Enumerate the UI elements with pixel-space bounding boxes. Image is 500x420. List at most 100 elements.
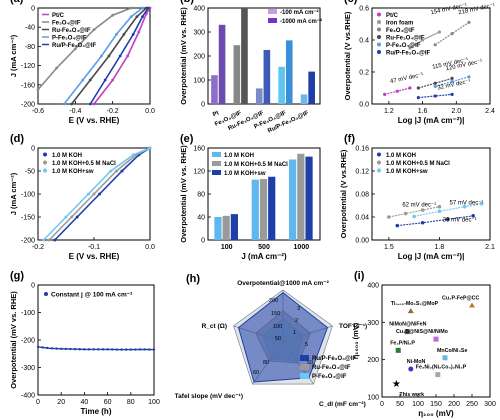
x-axis-label: E (V vs. RHE) xyxy=(69,116,120,125)
y-tick-label: -150 xyxy=(21,215,35,222)
data-point xyxy=(103,78,107,82)
radar-scale-label: 100 xyxy=(273,324,282,330)
data-point xyxy=(146,6,150,10)
y-axis-label: J (mA cm⁻²) xyxy=(9,34,18,77)
panel-label: (h) xyxy=(186,273,200,285)
y-tick-label: 300 xyxy=(193,30,205,37)
bar xyxy=(211,75,218,104)
bar xyxy=(222,215,230,240)
data-point xyxy=(387,215,391,219)
data-point xyxy=(118,54,122,58)
point-label: MnCo/Ni₃Se xyxy=(437,348,467,354)
y-tick-label: 160 xyxy=(193,146,205,153)
category-label: 100 xyxy=(221,244,233,251)
legend-entry: Pt/C xyxy=(52,13,65,19)
legend-swatch xyxy=(212,161,221,166)
data-point xyxy=(100,54,103,58)
panel-c: (c) 0.0 0.2 0.4 0.6 1.2 1.6 2.0 2.4 Log |J (mA cm… xyxy=(343,0,496,125)
plot-frame xyxy=(37,284,155,396)
data-point xyxy=(73,347,77,351)
data-point xyxy=(115,348,119,351)
legend-entry: P-Fe₃O₄@IF xyxy=(52,36,87,42)
data-point xyxy=(120,169,124,173)
x-axis-label: Log |J (mA cm⁻²)| xyxy=(398,116,465,125)
data-point xyxy=(148,348,151,351)
panel-label: (g) xyxy=(10,270,24,282)
x-tick-label: 100 xyxy=(148,399,160,406)
y-tick-label: 300 xyxy=(367,320,379,327)
data-point xyxy=(86,192,90,196)
legend-entry: 1.0 M KOH+0.5 M NaCl xyxy=(224,162,288,168)
bar xyxy=(305,156,313,240)
data-point xyxy=(98,192,102,196)
data-point xyxy=(446,217,450,222)
radar-scale-label: 50 xyxy=(275,336,281,342)
category-label: Pt xyxy=(212,110,220,118)
point-label: Ti₀.₀₅-Mo₂S₃@MoP xyxy=(391,301,439,307)
fit-line xyxy=(388,206,440,218)
data-point xyxy=(107,54,111,58)
legend-entry: Ru-Fe₃O₄@IF xyxy=(312,365,351,371)
data-point xyxy=(92,192,96,196)
data-point xyxy=(395,89,399,93)
y-tick-label: 0 xyxy=(31,146,35,153)
data-point xyxy=(70,102,73,106)
legend-entry: 1.0 M KOH xyxy=(52,153,82,159)
bar xyxy=(285,40,293,104)
series-line-4 xyxy=(89,7,149,105)
legend-swatch xyxy=(300,364,309,370)
y-tick-label: 0.04 xyxy=(355,215,369,222)
y-axis-label: J (mA cm⁻²) xyxy=(9,172,18,215)
data-point xyxy=(131,153,135,157)
y-tick-label: 400 xyxy=(367,283,379,290)
legend-entry: -1000 mA cm⁻² xyxy=(280,18,322,25)
x-axis-label: J (mA cm⁻²) xyxy=(241,252,287,261)
legend-entry: Ru/P-Fe₃O₄@IF xyxy=(312,356,356,362)
legend-marker xyxy=(377,152,381,157)
panel-i: (i) 100 200 300 400 0 50 100 150 200 250 300 η₁₀₀ (m… xyxy=(351,270,496,418)
y-tick-label: -40 xyxy=(25,25,35,32)
series-line-0 xyxy=(54,147,151,241)
x-tick-label: 2.4 xyxy=(485,108,495,115)
data-point xyxy=(437,209,442,214)
y-tick-label: 0.0 xyxy=(359,102,369,109)
y-tick-label: -100 xyxy=(21,310,35,317)
data-point xyxy=(47,238,51,242)
panel-label: (i) xyxy=(354,270,365,282)
panel-label: (a) xyxy=(10,0,24,5)
radar-scale-label: 5 xyxy=(305,342,308,348)
data-point xyxy=(88,78,92,82)
y-axis-label: Overpotential (V vs.RHE) xyxy=(339,149,348,238)
radar-scale-label: 150 xyxy=(271,311,280,317)
data-point xyxy=(469,302,475,308)
radar-scale-label: 1 xyxy=(293,330,296,336)
data-point xyxy=(420,38,425,42)
y-tick-label: 0 xyxy=(31,283,35,290)
bar xyxy=(308,71,315,104)
legend-swatch xyxy=(212,170,221,175)
y-tick-label: 200 xyxy=(367,357,379,364)
legend-entry: Iron foam xyxy=(386,21,413,27)
x-tick-label: 0.0 xyxy=(145,108,155,115)
y-tick-label: -160 xyxy=(21,82,35,89)
data-point xyxy=(129,348,132,351)
slope-annotation: 57 mV dec⁻¹ xyxy=(450,200,484,206)
legend-entry: 1.0 M KOH+0.5 M NaCl xyxy=(386,161,450,167)
legend-swatch xyxy=(300,355,309,361)
x-tick-label: 1.6 xyxy=(418,108,428,115)
y-tick-label: 0.08 xyxy=(355,192,369,199)
x-tick-label: 100 xyxy=(412,401,424,408)
data-point xyxy=(148,146,152,150)
panel-d: (d) -200 -150 -100 -50 0 -0.2 -0.1 0.0 E (V vs. R… xyxy=(9,133,155,261)
legend-entry: Fe₃O₄@IF xyxy=(386,28,415,34)
data-point xyxy=(46,346,49,350)
legend-entry: Ru/P-Fe₃O₄@IF xyxy=(386,51,430,57)
data-point xyxy=(138,348,142,351)
legend-entry: -100 mA cm⁻² xyxy=(280,9,319,16)
panel-label: (e) xyxy=(180,133,194,145)
x-tick-label: 0.0 xyxy=(145,244,155,251)
x-tick-label: 80 xyxy=(127,399,135,406)
legend-swatch xyxy=(300,373,309,379)
x-tick-label: 40 xyxy=(81,399,89,406)
x-tick-label: 250 xyxy=(466,401,478,408)
